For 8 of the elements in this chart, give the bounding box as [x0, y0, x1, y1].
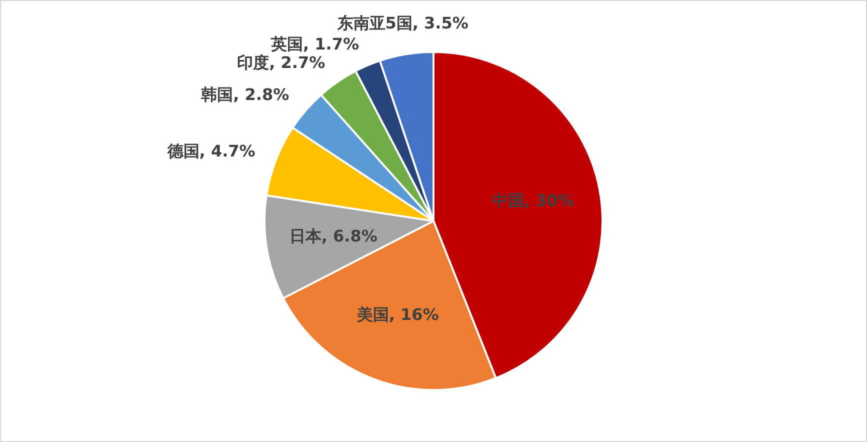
- slice-label: 中国, 30%: [492, 191, 574, 210]
- slice-label: 美国, 16%: [356, 305, 439, 324]
- slice-label: 英国, 1.7%: [270, 34, 359, 54]
- slice-label: 日本, 6.8%: [289, 226, 378, 246]
- slice-label: 德国, 4.7%: [166, 141, 256, 160]
- slice-label: 东南亚5国, 3.5%: [336, 14, 468, 33]
- slice-label: 印度, 2.7%: [237, 52, 326, 72]
- slice-label: 韩国, 2.8%: [200, 85, 290, 104]
